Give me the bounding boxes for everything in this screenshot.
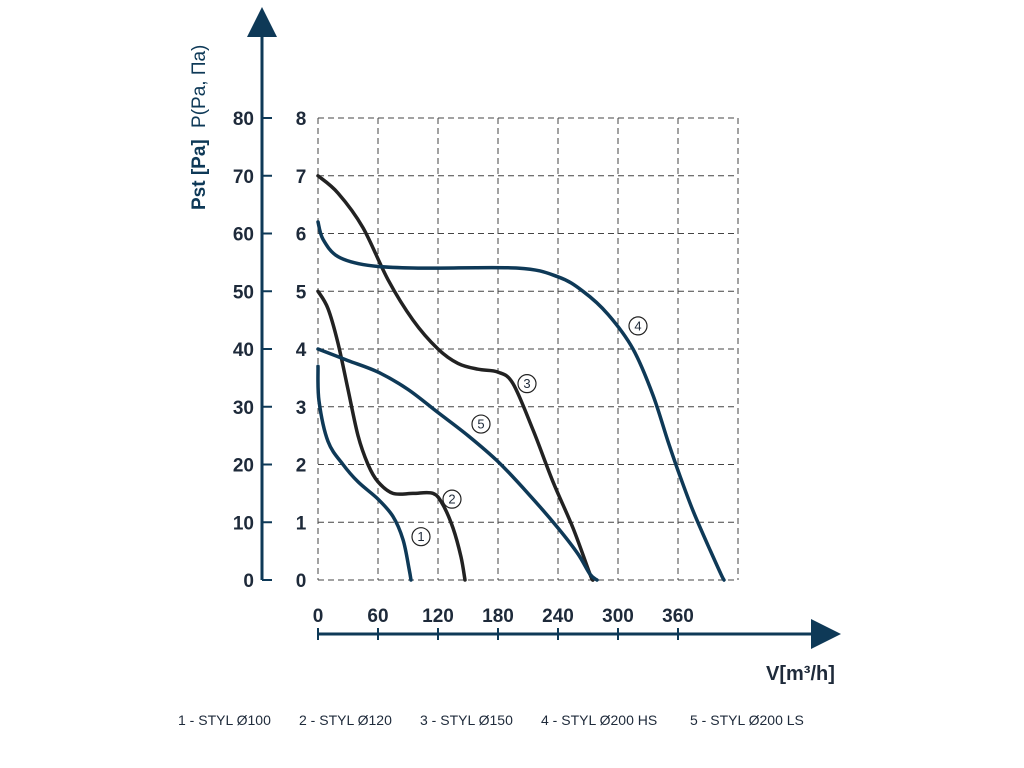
y-tick-label-secondary: 8 [296, 109, 307, 130]
series-line-2 [316, 289, 467, 582]
curve-label-text: 4 [634, 318, 641, 333]
legend-item: 1 - STYL Ø100 [178, 712, 271, 728]
y-tick-label-pa: 80 [233, 109, 254, 130]
curve-label-5: 5 [471, 414, 491, 434]
x-axis-label: V[m³/h] [766, 663, 835, 685]
curve-label-circle [628, 316, 648, 336]
y-tick-label-pa: 30 [233, 398, 254, 419]
x-tick-label: 0 [313, 606, 324, 627]
y-axis-label-secondary: P(Pa, Па) [189, 45, 210, 128]
legend-item: 5 - STYL Ø200 LS [690, 712, 804, 728]
y-tick-label-pa: 10 [233, 513, 254, 534]
curve-label-text: 5 [477, 417, 484, 432]
x-tick-label: 120 [422, 606, 454, 627]
y-tick-label-secondary: 5 [296, 282, 307, 303]
y-tick-label-secondary: 6 [296, 225, 307, 246]
y-tick-label-pa: 70 [233, 167, 254, 188]
curve-label-circle [442, 489, 462, 509]
curve-label-text: 2 [448, 492, 455, 507]
y-tick-label-pa: 50 [233, 282, 254, 303]
curve-label-4: 4 [628, 316, 648, 336]
legend-item: 3 - STYL Ø150 [420, 712, 513, 728]
legend: 1 - STYL Ø100 2 - STYL Ø120 3 - STYL Ø150 4… [178, 712, 804, 728]
y-tick-label-secondary: 3 [296, 398, 307, 419]
series-line-5 [316, 347, 599, 582]
series-line-1 [316, 364, 413, 582]
legend-item: 2 - STYL Ø120 [299, 712, 392, 728]
curve-label-circle [411, 527, 431, 547]
grid [317, 117, 739, 581]
y-tick-label-pa: 0 [243, 571, 254, 592]
x-tick-label: 240 [542, 606, 574, 627]
y-tick-label-pa: 60 [233, 225, 254, 246]
curve-labels: 1 2 3 4 5 [411, 316, 648, 547]
x-tick-label: 300 [602, 606, 634, 627]
curve-label-text: 3 [523, 376, 530, 391]
legend-item: 4 - STYL Ø200 HS [541, 712, 657, 728]
curve-label-text: 1 [417, 529, 424, 544]
y-tick-label-secondary: 1 [296, 513, 307, 534]
curve-label-circle [471, 414, 491, 434]
y-axis-label-primary: Pst [Pa] [189, 139, 210, 210]
y-tick-label-secondary: 4 [296, 340, 307, 361]
curve-label-2: 2 [442, 489, 462, 509]
y-tick-label-secondary: 2 [296, 456, 307, 477]
x-tick-label: 360 [662, 606, 694, 627]
curve-label-1: 1 [411, 527, 431, 547]
curve-label-3: 3 [517, 374, 537, 394]
axes [247, 7, 841, 649]
x-tick-label: 180 [482, 606, 514, 627]
y-tick-label-secondary: 0 [296, 571, 307, 592]
y-tick-label-pa: 20 [233, 456, 254, 477]
curve-label-circle [517, 374, 537, 394]
y-axis-label: Pst [Pa] P(Pa, Па) [189, 45, 210, 210]
y-tick-label-pa: 40 [233, 340, 254, 361]
y-tick-label-secondary: 7 [296, 167, 307, 188]
series-line-4 [316, 220, 726, 582]
series-line-3 [316, 174, 595, 582]
curves [316, 174, 726, 582]
x-tick-label: 60 [367, 606, 388, 627]
